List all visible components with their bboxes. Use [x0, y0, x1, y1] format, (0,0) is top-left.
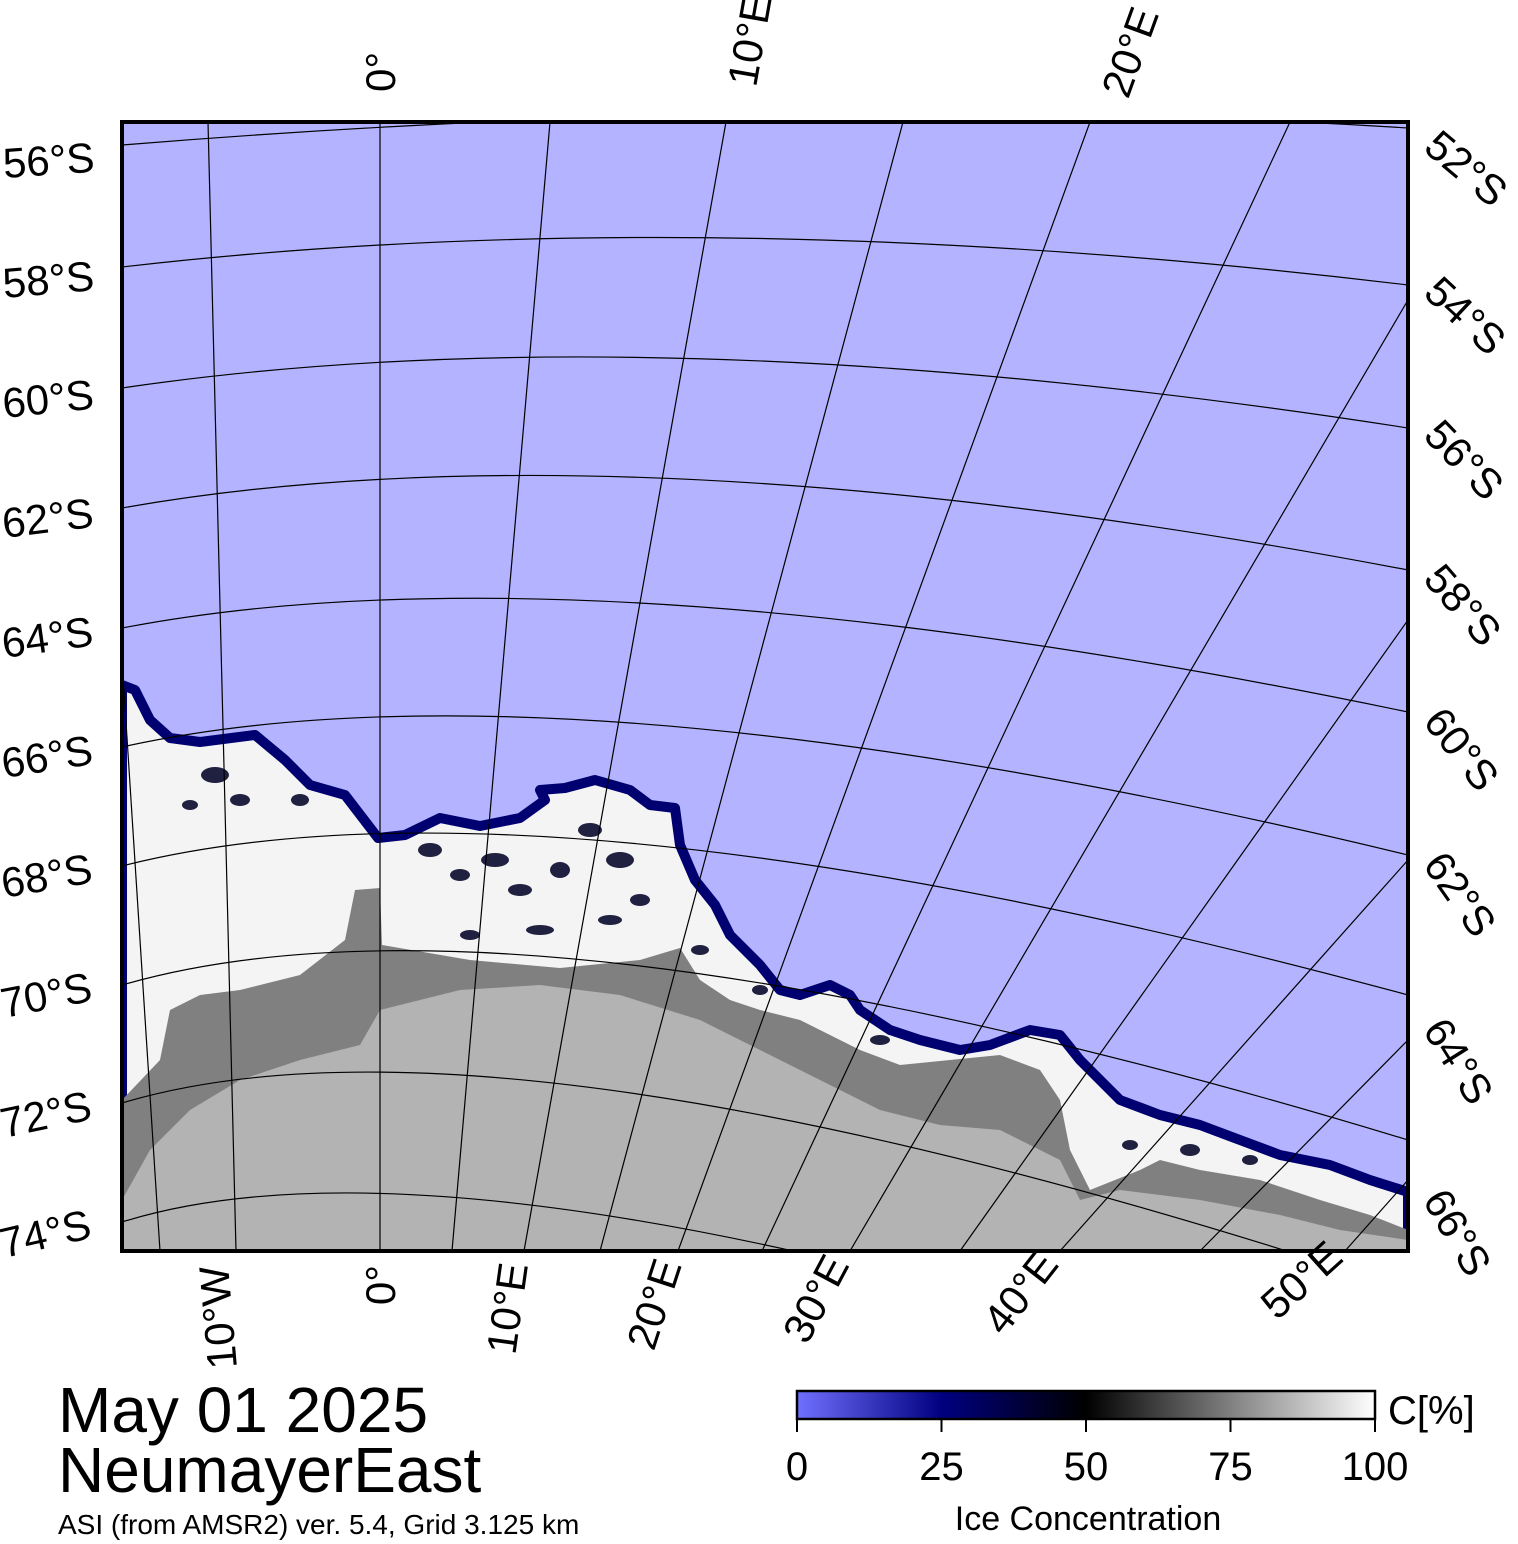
bottom-label: 10°E	[478, 1260, 537, 1357]
left-label: 62°S	[0, 489, 96, 547]
right-label: 54°S	[1416, 267, 1515, 364]
colorbar-tick-label: 100	[1342, 1445, 1409, 1489]
bottom-label: 0°	[357, 1265, 404, 1305]
left-label: 64°S	[0, 608, 96, 667]
graticule-parallels	[122, 122, 1408, 1251]
colorbar: C[%] 0 25 50 75 100 Ice Concentration	[786, 1389, 1475, 1538]
left-label: 70°S	[0, 963, 96, 1027]
left-label: 60°S	[0, 371, 96, 427]
right-label: 66°S	[1414, 1181, 1500, 1284]
right-label: 64°S	[1414, 1010, 1502, 1113]
right-label: 52°S	[1416, 121, 1516, 216]
bottom-label: 40°E	[974, 1242, 1067, 1343]
colorbar-unit: C[%]	[1388, 1389, 1475, 1433]
land	[122, 985, 1408, 1251]
right-labels: 52°S 54°S 56°S 58°S 60°S 62°S 64°S 66°S	[1414, 121, 1516, 1284]
right-label: 58°S	[1415, 555, 1511, 655]
top-label: 10°E	[719, 0, 781, 90]
top-label: 0°	[357, 52, 404, 92]
bottom-label: 10°W	[190, 1264, 246, 1371]
map-frame	[120, 120, 1410, 1253]
top-labels: 0° 10°E 20°E	[357, 0, 1168, 103]
colorbar-tick-label: 0	[786, 1445, 808, 1489]
bottom-label: 20°E	[618, 1253, 691, 1355]
left-label: 56°S	[1, 134, 96, 187]
ice-texture	[182, 767, 1258, 1165]
right-label: 60°S	[1415, 699, 1508, 800]
left-labels: 56°S 58°S 60°S 62°S 64°S 66°S 68°S 70°S …	[0, 134, 96, 1267]
colorbar-tick-label: 75	[1208, 1445, 1253, 1489]
bottom-label: 30°E	[773, 1247, 857, 1350]
graticule-meridians	[122, 122, 1408, 1251]
right-label: 62°S	[1415, 843, 1506, 945]
colorbar-tick-label: 50	[1064, 1445, 1109, 1489]
map-area	[122, 122, 1408, 1251]
right-label: 56°S	[1416, 411, 1513, 509]
colorbar-title: Ice Concentration	[955, 1500, 1222, 1538]
colorbar-ramp	[795, 1389, 1377, 1421]
left-label: 74°S	[0, 1200, 95, 1266]
colorbar-ticks	[796, 1419, 1376, 1432]
left-label: 66°S	[0, 726, 96, 787]
left-label: 58°S	[1, 252, 96, 307]
product-info: ASI (from AMSR2) ver. 5.4, Grid 3.125 km	[58, 1509, 580, 1540]
map-region: NeumayerEast	[58, 1434, 482, 1506]
left-label: 68°S	[0, 845, 96, 907]
top-label: 20°E	[1092, 1, 1167, 103]
colorbar-tick-label: 25	[919, 1445, 964, 1489]
map-date: May 01 2025	[58, 1374, 429, 1446]
left-label: 72°S	[0, 1082, 95, 1147]
